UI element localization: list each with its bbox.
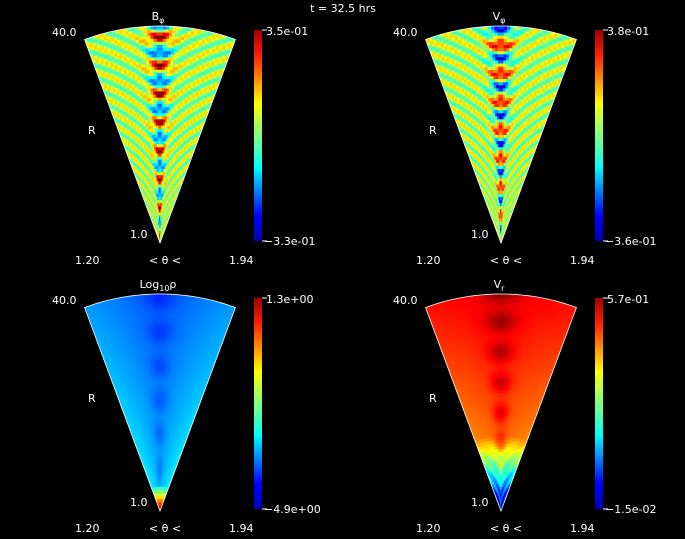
panel-title-sub: φ [500, 16, 505, 25]
panel-3: Log10ρ 40.0 R 1.0 1.20 < θ < 1.94 1.3e+00 −4.9e+… [52, 278, 321, 535]
colorbar [254, 30, 262, 241]
theta-expr: < θ < [490, 522, 522, 535]
theta-expr: < θ < [149, 522, 181, 535]
panel-title-sub: r [501, 284, 505, 293]
wedge-outline [84, 293, 236, 513]
wedge-outline [425, 293, 577, 513]
theta-min-label: 1.20 [416, 254, 441, 267]
r-axis-label: R [88, 124, 96, 137]
theta-expr: < θ < [149, 254, 181, 267]
r-axis-label: R [88, 392, 96, 405]
theta-min-label: 1.20 [416, 522, 441, 535]
colorbar-max-label: 3.5e-01 [266, 25, 308, 38]
r-axis-label: R [429, 392, 437, 405]
theta-max-label: 1.94 [229, 254, 254, 267]
r-max-label: 40.0 [52, 26, 77, 39]
panel-title-main: B [152, 10, 160, 23]
r-min-label: 1.0 [471, 228, 489, 241]
colorbar [254, 298, 262, 509]
colorbar [595, 30, 603, 241]
panel-title-sub: 10 [159, 284, 169, 293]
colorbar-min-label: −3.6e-01 [605, 235, 656, 248]
colorbar [595, 298, 603, 509]
panel-1: Bφ 40.0 R 1.0 1.20 < θ < 1.94 3.5e-01 −3.3e-01 [52, 10, 315, 267]
theta-max-label: 1.94 [570, 522, 595, 535]
time-label: t = 32.5 hrs [310, 2, 376, 15]
panel-title-main: V [494, 278, 502, 291]
colorbar-min-label: −4.9e+00 [264, 503, 321, 516]
r-min-label: 1.0 [130, 228, 148, 241]
theta-expr: < θ < [490, 254, 522, 267]
theta-min-label: 1.20 [75, 254, 100, 267]
colorbar-max-label: 5.7e-01 [607, 293, 649, 306]
wedge-field [84, 26, 236, 243]
r-max-label: 40.0 [393, 26, 418, 39]
panel-title-main: V [493, 10, 501, 23]
panel-title: Vr [494, 278, 506, 293]
panel-2: Vφ 40.0 R 1.0 1.20 < θ < 1.94 3.8e-01 −3.6e-01 [393, 10, 656, 267]
colorbar-max-label: 1.3e+00 [266, 293, 313, 306]
wedge-field [425, 294, 577, 511]
colorbar-min-label: −1.5e-02 [605, 503, 656, 516]
panels-layer: Bφ 40.0 R 1.0 1.20 < θ < 1.94 3.5e-01 −3.3e-01 Vφ… [52, 10, 656, 535]
wedge-outline [84, 25, 236, 245]
theta-max-label: 1.94 [229, 522, 254, 535]
wedge-field [84, 294, 236, 511]
r-max-label: 40.0 [393, 294, 418, 307]
colorbar-min-label: −3.3e-01 [264, 235, 315, 248]
colorbar-max-label: 3.8e-01 [607, 25, 649, 38]
panel-title: Bφ [152, 10, 165, 25]
panel-4: Vr 40.0 R 1.0 1.20 < θ < 1.94 5.7e-01 −1.5e-02 [393, 278, 656, 535]
theta-min-label: 1.20 [75, 522, 100, 535]
panel-title: Log10ρ [140, 278, 177, 293]
r-axis-label: R [429, 124, 437, 137]
panel-title: Vφ [493, 10, 506, 25]
r-min-label: 1.0 [471, 496, 489, 509]
theta-max-label: 1.94 [570, 254, 595, 267]
wedge-outline [425, 25, 577, 245]
r-min-label: 1.0 [130, 496, 148, 509]
panel-title-tail: ρ [169, 278, 176, 291]
panel-title-main: Log [140, 278, 160, 291]
r-max-label: 40.0 [52, 294, 77, 307]
wedge-field [425, 26, 577, 243]
panel-title-sub: φ [159, 16, 164, 25]
